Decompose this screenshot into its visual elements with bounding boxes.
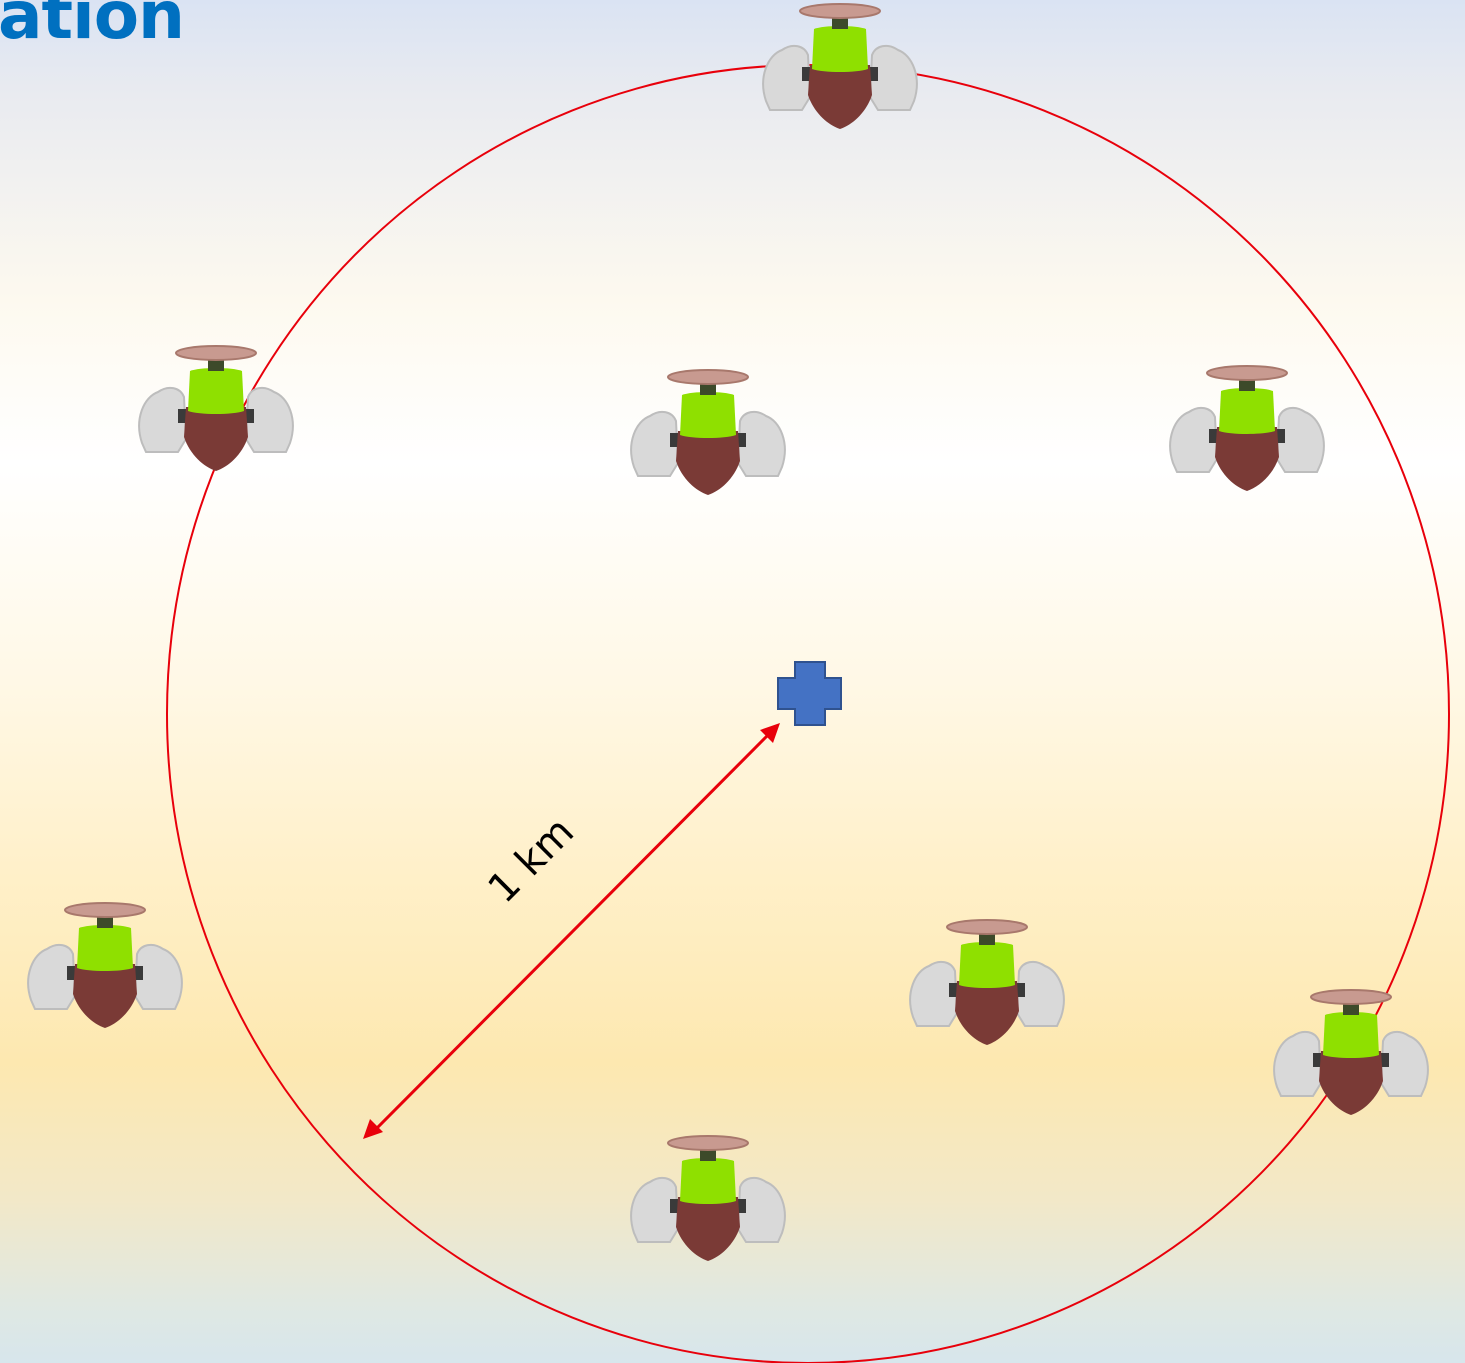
drone-icon <box>1273 989 1429 1116</box>
drone-icon <box>138 345 294 472</box>
drone-icon <box>630 369 786 496</box>
radius-arrow <box>363 723 780 1139</box>
drone-icon <box>27 902 183 1029</box>
drone-icon <box>630 1135 786 1262</box>
drone-icon <box>909 919 1065 1046</box>
drone-icon <box>1169 365 1325 492</box>
slide-title: ation <box>0 0 185 54</box>
plus-icon <box>777 661 842 726</box>
drone-icon <box>762 3 918 130</box>
distance-label: 1 km <box>480 809 583 912</box>
